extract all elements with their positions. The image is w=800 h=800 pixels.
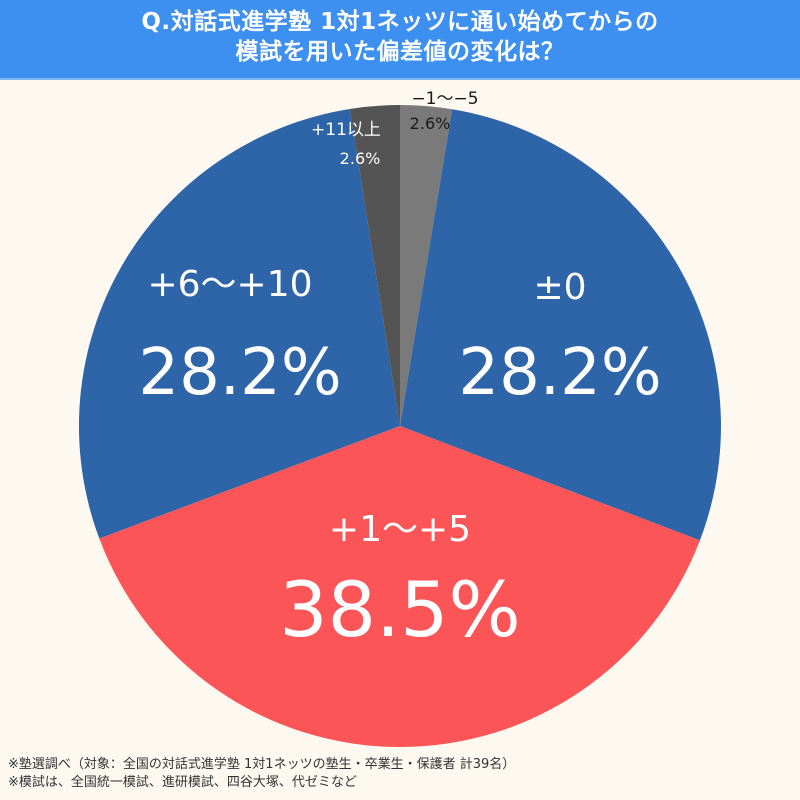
label-plus1-5-value: 38.5% xyxy=(279,565,521,654)
label-minus1-5-category: −1〜−5 xyxy=(411,89,479,109)
label-zero-category: ±0 xyxy=(533,267,587,308)
slice-zero xyxy=(400,109,721,541)
chart-title-line-1: Q.対話式進学塾 1対1ネッツに通い始めてからの xyxy=(141,9,659,35)
footnote-exams: ※模試は、全国統一模試、進研模試、四谷大塚、代ゼミなど xyxy=(8,775,357,790)
footnote-survey: ※塾選調べ（対象：全国の対話式進学塾 1対1ネッツの塾生・卒業生・保護者 計39… xyxy=(8,757,516,772)
label-plus11-value: 2.6% xyxy=(339,149,381,168)
label-plus6-10-category: +6〜+10 xyxy=(147,264,313,305)
label-zero-value: 28.2% xyxy=(458,336,662,410)
label-minus1-5-value: 2.6% xyxy=(409,114,451,133)
slice-minus1-minus5 xyxy=(400,105,453,426)
chart-title-banner: Q.対話式進学塾 1対1ネッツに通い始めてからの 模試を用いた偏差値の変化は？ xyxy=(0,0,800,80)
slice-plus11-over xyxy=(349,105,400,426)
label-plus6-10-value: 28.2% xyxy=(138,336,342,410)
slice-plus6-plus10 xyxy=(78,109,401,539)
slice-plus1-plus5 xyxy=(99,426,700,748)
chart-title-line-2: 模試を用いた偏差値の変化は？ xyxy=(235,39,565,65)
label-plus1-5-category: +1〜+5 xyxy=(328,509,472,550)
label-plus11-category: +11以上 xyxy=(311,120,381,140)
footnotes: ※塾選調べ（対象：全国の対話式進学塾 1対1ネッツの塾生・卒業生・保護者 計39… xyxy=(8,756,515,792)
